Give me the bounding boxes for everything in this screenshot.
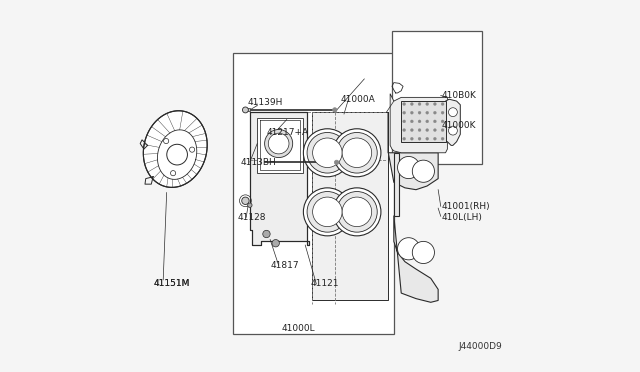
Polygon shape: [388, 112, 438, 190]
Circle shape: [403, 137, 406, 140]
Circle shape: [303, 188, 351, 236]
Circle shape: [441, 111, 444, 114]
Circle shape: [449, 126, 458, 135]
Circle shape: [264, 129, 292, 158]
Polygon shape: [394, 153, 399, 215]
Text: 41000K: 41000K: [442, 121, 476, 129]
Circle shape: [410, 103, 413, 106]
Circle shape: [418, 103, 421, 106]
Circle shape: [303, 129, 351, 177]
Circle shape: [418, 111, 421, 114]
Text: 410B0K: 410B0K: [442, 91, 477, 100]
Circle shape: [418, 137, 421, 140]
Circle shape: [307, 192, 348, 232]
Circle shape: [312, 197, 342, 227]
Text: 41000L: 41000L: [281, 324, 315, 333]
Circle shape: [268, 133, 289, 154]
Polygon shape: [257, 118, 303, 173]
Circle shape: [189, 147, 195, 152]
Circle shape: [441, 120, 444, 123]
Polygon shape: [312, 112, 388, 301]
Circle shape: [333, 188, 381, 236]
Circle shape: [426, 129, 429, 132]
Circle shape: [403, 120, 406, 123]
Circle shape: [342, 138, 372, 167]
Circle shape: [433, 111, 436, 114]
Text: 41139H: 41139H: [248, 99, 284, 108]
Circle shape: [307, 132, 348, 173]
Polygon shape: [401, 101, 445, 142]
Circle shape: [426, 120, 429, 123]
Circle shape: [263, 230, 270, 238]
Circle shape: [433, 137, 436, 140]
Circle shape: [333, 108, 337, 112]
Text: 41151M: 41151M: [153, 279, 189, 288]
Circle shape: [248, 203, 252, 208]
Circle shape: [403, 111, 406, 114]
Circle shape: [342, 197, 372, 227]
Text: 41000A: 41000A: [340, 95, 375, 104]
Polygon shape: [394, 215, 438, 302]
Text: 41217+A: 41217+A: [266, 128, 308, 137]
Circle shape: [441, 137, 444, 140]
Circle shape: [441, 103, 444, 106]
Circle shape: [412, 241, 435, 263]
Bar: [392, 31, 483, 164]
Circle shape: [397, 238, 420, 260]
Circle shape: [418, 129, 421, 132]
Bar: [233, 53, 394, 334]
Text: 41817: 41817: [270, 261, 299, 270]
Circle shape: [334, 160, 339, 164]
Circle shape: [337, 132, 377, 173]
Text: 410L(LH): 410L(LH): [442, 213, 483, 222]
Circle shape: [333, 129, 381, 177]
Circle shape: [312, 138, 342, 167]
Text: 41128: 41128: [238, 213, 266, 222]
Polygon shape: [250, 112, 309, 245]
Circle shape: [410, 137, 413, 140]
Circle shape: [412, 160, 435, 182]
Circle shape: [242, 197, 249, 205]
Circle shape: [167, 144, 188, 165]
Circle shape: [410, 120, 413, 123]
Text: 41001(RH): 41001(RH): [442, 202, 490, 211]
Text: 4113BH: 4113BH: [241, 157, 276, 167]
Circle shape: [403, 103, 406, 106]
Circle shape: [164, 138, 169, 144]
Circle shape: [426, 137, 429, 140]
Polygon shape: [390, 94, 447, 153]
Circle shape: [426, 103, 429, 106]
Circle shape: [426, 111, 429, 114]
Circle shape: [403, 129, 406, 132]
Circle shape: [433, 129, 436, 132]
Circle shape: [337, 192, 377, 232]
Circle shape: [397, 157, 420, 179]
Circle shape: [243, 107, 248, 113]
Circle shape: [410, 111, 413, 114]
Polygon shape: [143, 111, 207, 187]
Polygon shape: [445, 99, 460, 145]
Circle shape: [418, 120, 421, 123]
Circle shape: [170, 171, 176, 176]
Circle shape: [433, 120, 436, 123]
Polygon shape: [247, 109, 250, 111]
Circle shape: [272, 240, 280, 247]
Text: 41151M: 41151M: [153, 279, 189, 288]
Circle shape: [410, 129, 413, 132]
Circle shape: [449, 108, 458, 116]
Circle shape: [433, 103, 436, 106]
Text: 41121: 41121: [311, 279, 339, 288]
Circle shape: [441, 129, 444, 132]
Text: J44000D9: J44000D9: [458, 342, 502, 351]
